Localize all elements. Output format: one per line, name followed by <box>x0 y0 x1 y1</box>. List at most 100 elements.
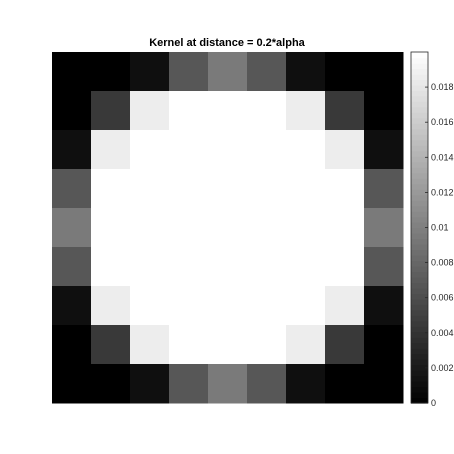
heatmap-cell-r2-c2 <box>130 130 170 170</box>
colorbar-segment <box>411 167 428 174</box>
heatmap-cell-r8-c7 <box>325 364 365 404</box>
colorbar-segment <box>411 293 428 300</box>
heatmap-cell-r2-c1 <box>91 130 131 170</box>
chart-title: Kernel at distance = 0.2*alpha <box>149 37 305 49</box>
colorbar-tick-label: 0.016 <box>431 117 454 127</box>
heatmap-cell-r5-c1 <box>91 247 131 287</box>
colorbar-segment <box>411 139 428 146</box>
heatmap-cell-r0-c4 <box>208 52 248 92</box>
colorbar-segment <box>411 271 428 278</box>
heatmap-cell-r3-c7 <box>325 169 365 209</box>
heatmap-cell-r3-c3 <box>169 169 209 209</box>
heatmap-cell-r8-c5 <box>247 364 287 404</box>
heatmap-cell-r0-c2 <box>130 52 170 92</box>
heatmap-cell-r6-c7 <box>325 286 365 326</box>
colorbar-segment <box>411 227 428 234</box>
colorbar-segment <box>411 68 428 75</box>
colorbar-segment <box>411 326 428 333</box>
heatmap-cell-r5-c2 <box>130 247 170 287</box>
colorbar-segment <box>411 156 428 163</box>
heatmap-cell-r8-c6 <box>286 364 326 404</box>
heatmap-cell-r7-c0 <box>52 325 92 365</box>
heatmap-cell-r8-c1 <box>91 364 131 404</box>
heatmap-cell-r6-c8 <box>364 286 404 326</box>
colorbar-segment <box>411 331 428 338</box>
heatmap-cell-r2-c8 <box>364 130 404 170</box>
heatmap-cell-r7-c4 <box>208 325 248 365</box>
heatmap-plot-area <box>52 52 404 404</box>
colorbar-segment <box>411 106 428 113</box>
heatmap-cell-r6-c2 <box>130 286 170 326</box>
heatmap-cell-r1-c5 <box>247 91 287 131</box>
colorbar-tick-label: 0.01 <box>431 223 449 233</box>
colorbar-segment <box>411 150 428 157</box>
heatmap-cell-r8-c0 <box>52 364 92 404</box>
colorbar-segment <box>411 200 428 207</box>
heatmap-cell-r3-c1 <box>91 169 131 209</box>
heatmap-cell-r2-c0 <box>52 130 92 170</box>
heatmap-cell-r4-c8 <box>364 208 404 248</box>
colorbar-segment <box>411 161 428 168</box>
heatmap-cell-r6-c1 <box>91 286 131 326</box>
heatmap-cell-r5-c6 <box>286 247 326 287</box>
heatmap-cell-r7-c7 <box>325 325 365 365</box>
colorbar-tick-label: 0.008 <box>431 258 454 268</box>
heatmap-cell-r7-c1 <box>91 325 131 365</box>
colorbar-segment <box>411 222 428 229</box>
heatmap-cell-r6-c4 <box>208 286 248 326</box>
colorbar-segment <box>411 287 428 294</box>
colorbar-segment <box>411 298 428 305</box>
heatmap-cell-r1-c0 <box>52 91 92 131</box>
colorbar-segment <box>411 309 428 316</box>
colorbar-segment <box>411 101 428 108</box>
heatmap-cell-r5-c0 <box>52 247 92 287</box>
colorbar-segment <box>411 375 428 382</box>
heatmap-cell-r0-c0 <box>52 52 92 92</box>
colorbar-segment <box>411 304 428 311</box>
heatmap-cell-r6-c5 <box>247 286 287 326</box>
heatmap-cell-r5-c7 <box>325 247 365 287</box>
colorbar-segment <box>411 320 428 327</box>
colorbar-segment <box>411 62 428 70</box>
colorbar-segment <box>411 95 428 102</box>
colorbar-segment <box>411 249 428 256</box>
heatmap-cell-r2-c7 <box>325 130 365 170</box>
colorbar-segment <box>411 337 428 344</box>
heatmap-cell-r2-c4 <box>208 130 248 170</box>
colorbar-segment <box>411 238 428 245</box>
heatmap-cell-r1-c3 <box>169 91 209 131</box>
heatmap-cell-r0-c8 <box>364 52 404 92</box>
colorbar-segment <box>411 172 428 179</box>
colorbar-segment <box>411 90 428 97</box>
colorbar-segment <box>411 117 428 124</box>
heatmap-cell-r1-c7 <box>325 91 365 131</box>
heatmap-cell-r4-c5 <box>247 208 287 248</box>
colorbar-segment <box>411 386 428 393</box>
heatmap-cell-r0-c3 <box>169 52 209 92</box>
colorbar-tick-label: 0.002 <box>431 363 454 373</box>
heatmap-cell-r7-c2 <box>130 325 170 365</box>
heatmap-cell-r8-c2 <box>130 364 170 404</box>
heatmap-cell-r3-c0 <box>52 169 92 209</box>
heatmap-cell-r0-c7 <box>325 52 365 92</box>
heatmap-cell-r1-c2 <box>130 91 170 131</box>
colorbar-segment <box>411 145 428 152</box>
heatmap-cell-r1-c8 <box>364 91 404 131</box>
heatmap-cell-r5-c4 <box>208 247 248 287</box>
heatmap-cell-r4-c7 <box>325 208 365 248</box>
colorbar-tick-label: 0.014 <box>431 152 454 162</box>
heatmap-cell-r3-c4 <box>208 169 248 209</box>
colorbar-segment <box>411 254 428 261</box>
heatmap-cell-r0-c5 <box>247 52 287 92</box>
colorbar-segment <box>411 52 428 59</box>
heatmap-cell-r7-c6 <box>286 325 326 365</box>
colorbar-segment <box>411 392 428 399</box>
colorbar-segment <box>411 364 428 371</box>
colorbar-tick-label: 0.006 <box>431 293 454 303</box>
heatmap-cell-r2-c3 <box>169 130 209 170</box>
heatmap-cell-r3-c5 <box>247 169 287 209</box>
colorbar-segment <box>411 260 428 267</box>
colorbar-tick-label: 0 <box>431 398 436 408</box>
colorbar-segment <box>411 348 428 355</box>
heatmap-cell-r1-c1 <box>91 91 131 131</box>
